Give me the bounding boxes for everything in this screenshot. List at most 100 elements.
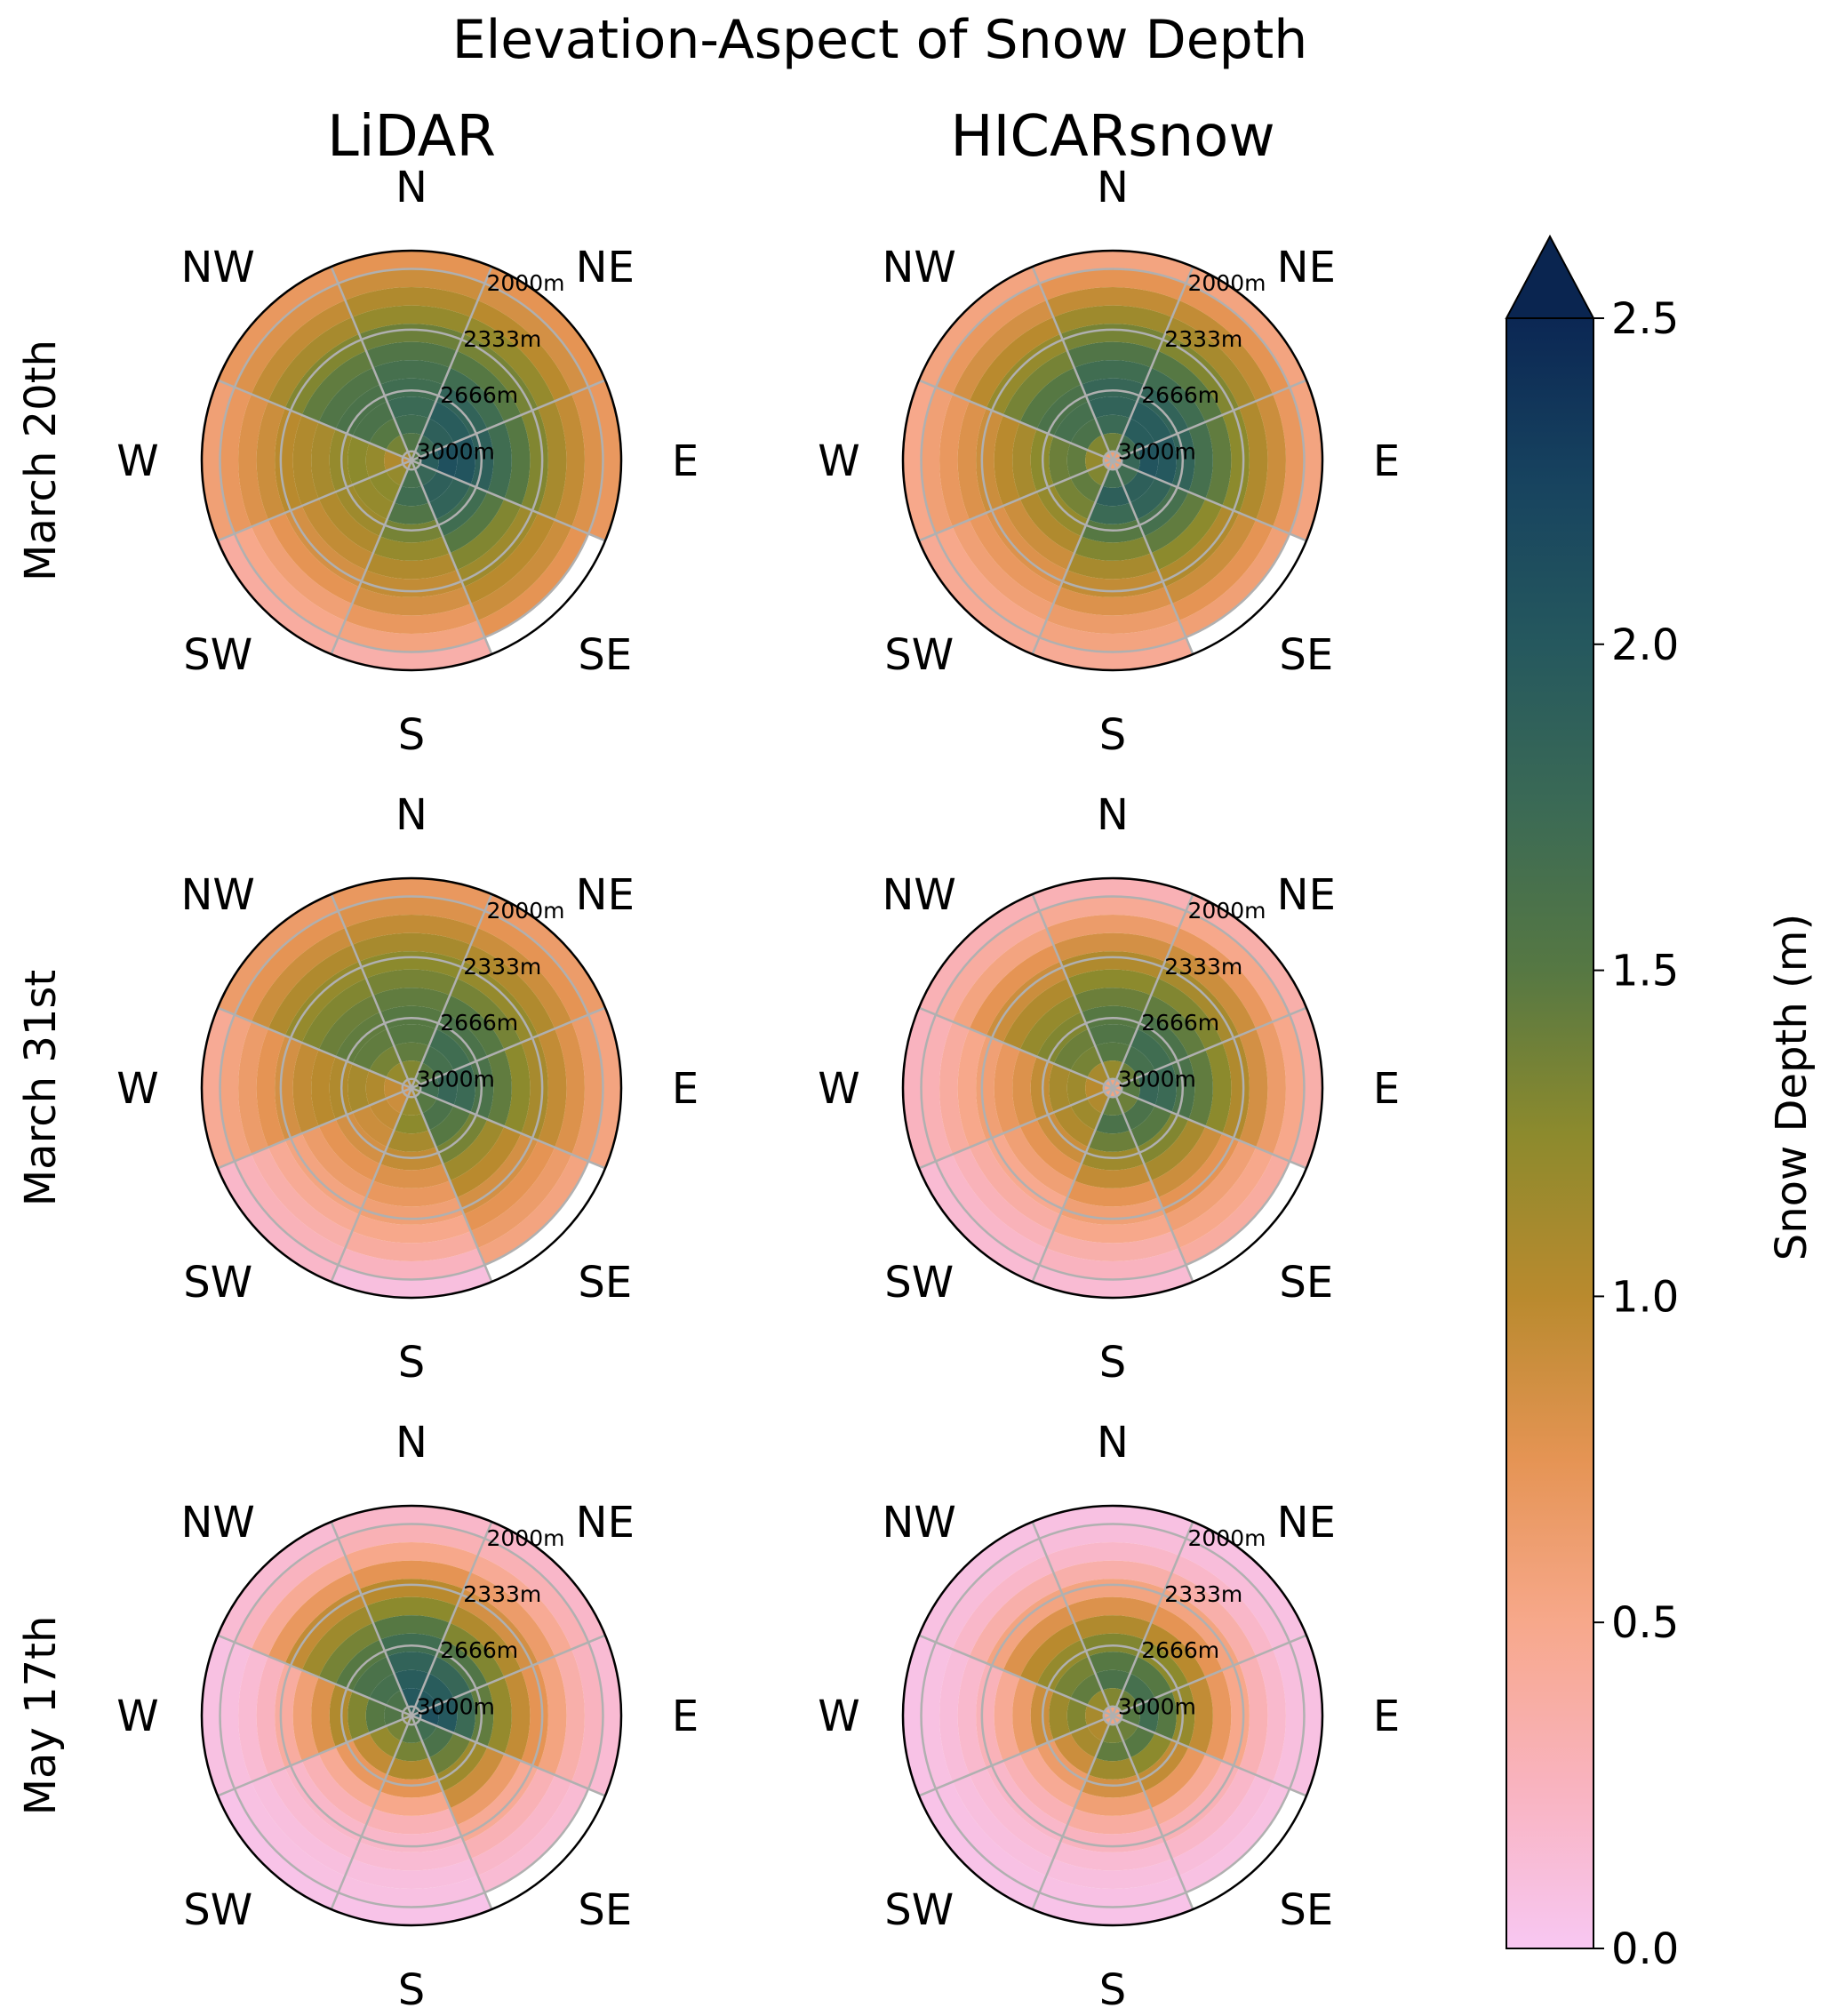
ring-label: 2333m bbox=[1164, 954, 1242, 980]
heat-cell bbox=[234, 526, 346, 638]
heat-cell bbox=[463, 316, 555, 409]
grid-spoke bbox=[411, 1714, 606, 1797]
heat-cell bbox=[275, 1663, 302, 1768]
direction-label: E bbox=[1373, 436, 1400, 486]
grid-spoke bbox=[330, 1087, 413, 1283]
heat-cell bbox=[994, 414, 1020, 507]
heat-cell bbox=[1060, 1825, 1165, 1852]
grid-spoke bbox=[217, 1006, 412, 1090]
direction-label: E bbox=[1373, 1692, 1400, 1741]
heat-cell bbox=[1178, 1781, 1290, 1893]
grid-ring bbox=[401, 1077, 422, 1099]
direction-label: E bbox=[672, 436, 699, 486]
heat-cell bbox=[1138, 1070, 1159, 1106]
heat-cell bbox=[504, 1042, 531, 1134]
heat-cell bbox=[571, 1642, 603, 1789]
heat-cell bbox=[1122, 1045, 1155, 1078]
heat-cell bbox=[1164, 1140, 1257, 1232]
direction-label: NW bbox=[181, 1498, 255, 1548]
heat-cell bbox=[555, 1649, 585, 1782]
heat-cell bbox=[918, 1788, 1040, 1910]
ring-label: 2333m bbox=[1164, 326, 1242, 352]
heat-cell bbox=[436, 1698, 458, 1733]
grid-spoke bbox=[411, 379, 606, 462]
polar-panel: 2000m 2333m 2666m 3000m N NE E SE S SW W NW bbox=[116, 163, 699, 760]
heat-cell bbox=[555, 394, 585, 527]
heat-cell bbox=[1032, 250, 1194, 284]
heat-cell bbox=[952, 1147, 1054, 1249]
heat-cell bbox=[352, 1028, 395, 1071]
heat-cell bbox=[1032, 637, 1194, 671]
heat-cell bbox=[1122, 470, 1155, 503]
heat-cell bbox=[352, 401, 395, 444]
heat-cell bbox=[477, 283, 589, 395]
heat-cell bbox=[1222, 1036, 1250, 1140]
heat-cell bbox=[347, 1691, 370, 1740]
grid-spoke bbox=[410, 893, 493, 1089]
grid-ring bbox=[1041, 388, 1185, 532]
heat-cell bbox=[1046, 1859, 1179, 1889]
heat-cell bbox=[1070, 1045, 1103, 1078]
direction-label: NE bbox=[1277, 1498, 1336, 1548]
heat-cell bbox=[918, 1161, 1040, 1283]
heat-cell bbox=[256, 1656, 285, 1775]
heat-cell bbox=[1138, 443, 1159, 478]
heat-cell bbox=[443, 492, 505, 554]
heat-cell bbox=[421, 470, 454, 503]
ring-label: 2333m bbox=[463, 954, 541, 980]
direction-label: N bbox=[395, 1418, 427, 1468]
heat-cell bbox=[387, 502, 436, 524]
heat-cell bbox=[318, 367, 380, 429]
heat-cell bbox=[443, 1747, 505, 1809]
direction-label: W bbox=[116, 1692, 158, 1741]
heat-cell bbox=[251, 300, 353, 402]
heat-cell bbox=[394, 414, 429, 436]
heat-cell bbox=[1039, 1524, 1186, 1556]
heat-cell bbox=[487, 1676, 512, 1755]
heat-cell bbox=[217, 266, 339, 388]
heat-cell bbox=[1032, 1265, 1194, 1299]
heat-cell bbox=[902, 380, 936, 541]
grid-spoke bbox=[330, 1521, 413, 1716]
polar-panel: 2000m 2333m 2666m 3000m N NE E SE S SW W NW bbox=[818, 790, 1400, 1388]
heat-cell bbox=[1256, 394, 1286, 527]
grid-spoke bbox=[1112, 379, 1307, 462]
heat-cell bbox=[1171, 927, 1274, 1029]
heat-cell bbox=[311, 421, 336, 500]
heat-cell bbox=[1239, 1656, 1268, 1775]
heat-cell bbox=[394, 1113, 429, 1134]
heat-cell bbox=[1144, 1622, 1206, 1684]
heat-cell bbox=[976, 1663, 1003, 1768]
heat-cell bbox=[986, 1588, 1067, 1670]
heat-cell bbox=[1273, 1014, 1305, 1162]
heat-cell bbox=[902, 1007, 936, 1169]
heat-cell bbox=[217, 533, 339, 655]
heat-cell bbox=[1186, 1521, 1307, 1643]
heat-cell bbox=[238, 1021, 268, 1155]
heat-cell bbox=[443, 367, 505, 429]
heat-cell bbox=[1256, 1649, 1286, 1782]
heat-cell bbox=[1053, 932, 1172, 962]
heat-cell bbox=[1222, 1663, 1250, 1768]
heat-cell bbox=[588, 1007, 622, 1169]
heat-cell bbox=[1158, 1588, 1240, 1670]
heat-cell bbox=[1074, 1791, 1152, 1816]
heat-cell bbox=[1019, 1119, 1082, 1181]
heat-cell bbox=[331, 1892, 492, 1926]
grid-spoke bbox=[330, 460, 413, 655]
direction-label: NW bbox=[181, 870, 255, 920]
heat-cell bbox=[1095, 1669, 1130, 1691]
heat-cell bbox=[538, 401, 567, 520]
heat-cell bbox=[1273, 387, 1305, 534]
ring-label: 2000m bbox=[487, 898, 565, 924]
heat-cell bbox=[450, 499, 522, 571]
direction-label: NE bbox=[1277, 870, 1336, 920]
heat-cell bbox=[1164, 316, 1257, 409]
heat-cell bbox=[1032, 877, 1194, 911]
ring-label: 2333m bbox=[463, 1581, 541, 1607]
heat-cell bbox=[284, 333, 366, 415]
heat-cell bbox=[428, 1732, 471, 1775]
heat-cell bbox=[292, 1669, 319, 1762]
direction-label: SE bbox=[578, 630, 632, 680]
heat-cell bbox=[457, 506, 539, 588]
